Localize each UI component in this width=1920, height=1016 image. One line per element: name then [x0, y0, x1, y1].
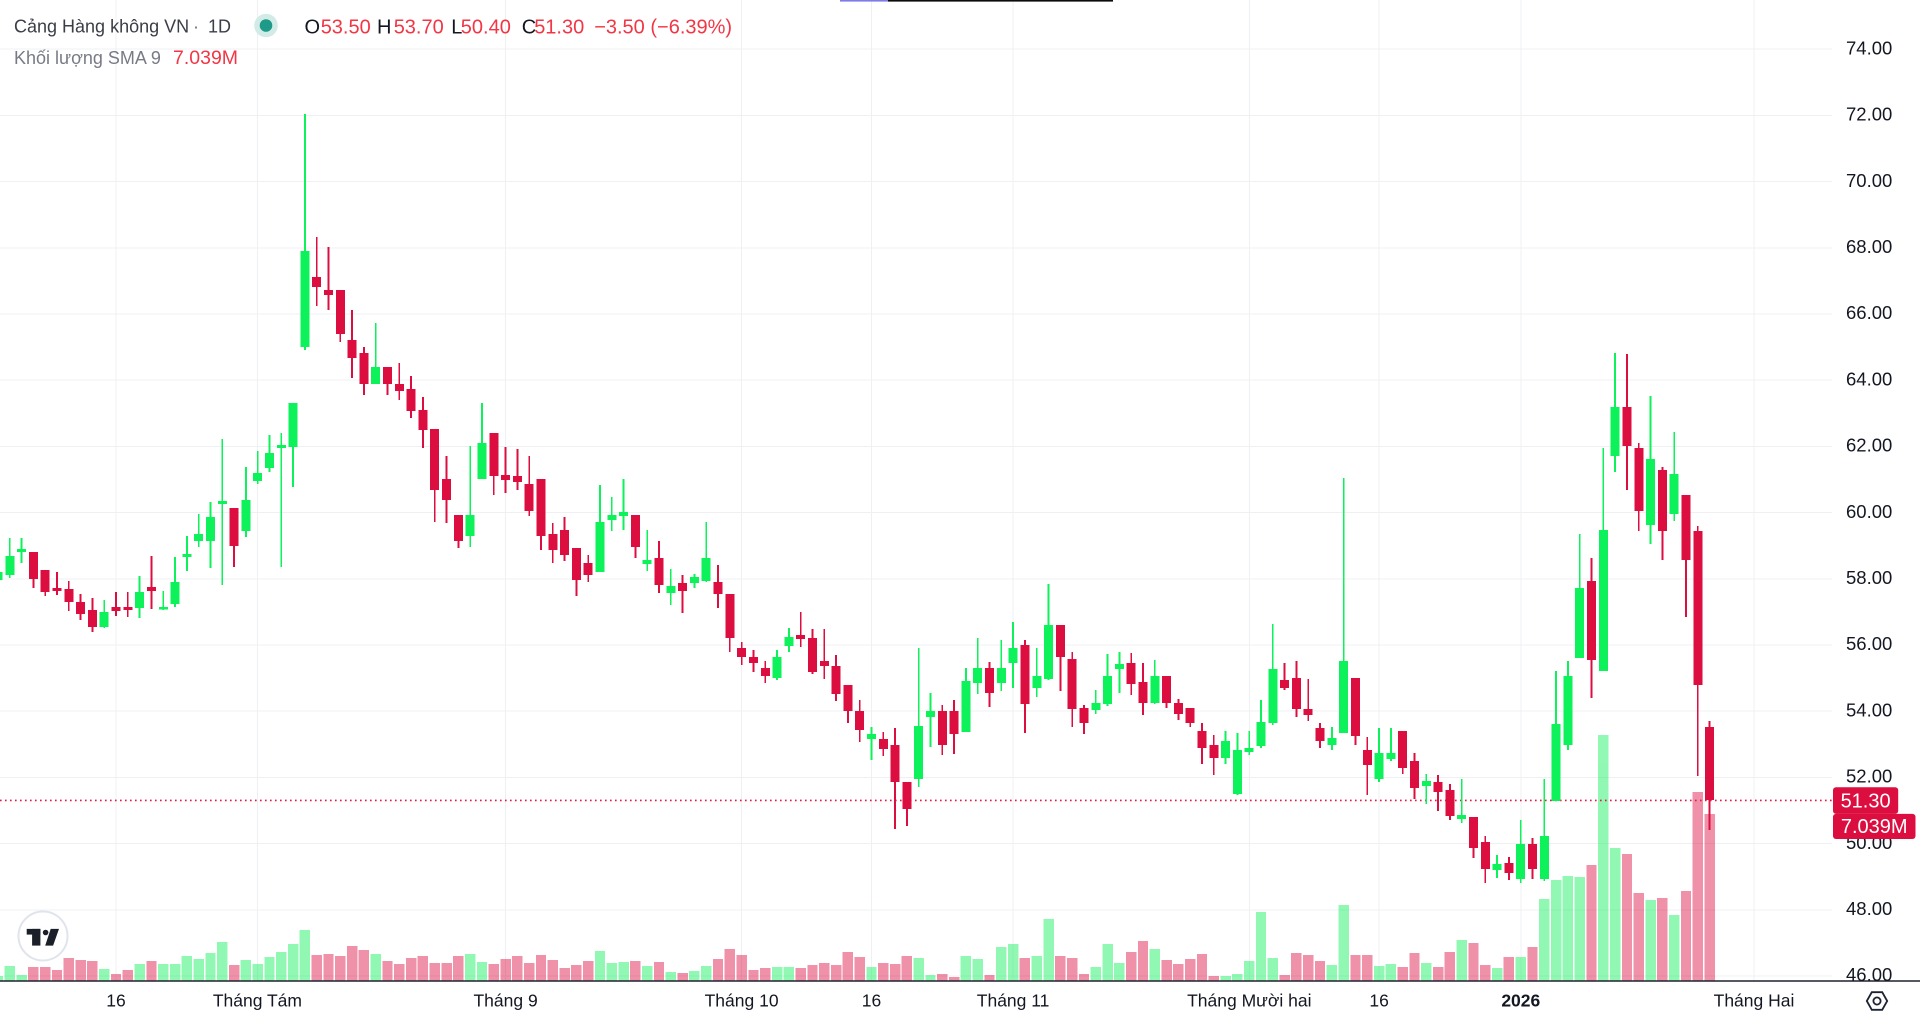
svg-text:54.00: 54.00	[1846, 699, 1892, 720]
svg-text:Tháng 9: Tháng 9	[473, 991, 537, 1011]
svg-text:51.30: 51.30	[1841, 791, 1891, 813]
svg-text:74.00: 74.00	[1846, 37, 1892, 58]
svg-text:51.30: 51.30	[534, 17, 584, 39]
svg-text:Tháng 11: Tháng 11	[977, 991, 1050, 1011]
svg-text:58.00: 58.00	[1846, 567, 1892, 588]
svg-text:Tháng 10: Tháng 10	[705, 991, 779, 1011]
svg-text:16: 16	[862, 991, 881, 1011]
svg-text:−3.50 (−6.39%): −3.50 (−6.39%)	[594, 17, 732, 39]
svg-text:52.00: 52.00	[1846, 766, 1892, 787]
svg-text:H: H	[377, 17, 391, 39]
svg-text:70.00: 70.00	[1846, 170, 1892, 191]
svg-text:48.00: 48.00	[1846, 898, 1892, 919]
svg-text:62.00: 62.00	[1846, 435, 1892, 456]
svg-text:C: C	[522, 17, 536, 39]
svg-text:66.00: 66.00	[1846, 302, 1892, 323]
svg-text:Tháng Hai: Tháng Hai	[1714, 991, 1795, 1011]
svg-text:72.00: 72.00	[1846, 104, 1892, 125]
svg-text:·: ·	[193, 17, 199, 37]
svg-text:16: 16	[1369, 991, 1388, 1011]
svg-text:Tháng Tám: Tháng Tám	[213, 991, 302, 1011]
svg-text:L: L	[451, 17, 462, 39]
svg-text:Cảng Hàng không VN: Cảng Hàng không VN	[14, 17, 189, 37]
svg-text:7.039M: 7.039M	[173, 47, 238, 69]
svg-text:46.00: 46.00	[1846, 964, 1892, 985]
svg-text:68.00: 68.00	[1846, 236, 1892, 257]
svg-text:50.40: 50.40	[461, 17, 511, 39]
svg-text:Khối lượng SMA 9: Khối lượng SMA 9	[14, 48, 161, 68]
svg-text:64.00: 64.00	[1846, 368, 1892, 389]
svg-text:56.00: 56.00	[1846, 633, 1892, 654]
svg-text:O: O	[305, 17, 321, 39]
svg-text:53.70: 53.70	[394, 17, 444, 39]
svg-text:60.00: 60.00	[1846, 501, 1892, 522]
svg-text:1D: 1D	[208, 17, 231, 37]
svg-text:2026: 2026	[1501, 991, 1540, 1011]
svg-text:53.50: 53.50	[321, 17, 371, 39]
svg-text:16: 16	[106, 991, 125, 1011]
svg-text:7.039M: 7.039M	[1841, 816, 1908, 838]
svg-text:Tháng Mười hai: Tháng Mười hai	[1187, 991, 1311, 1011]
